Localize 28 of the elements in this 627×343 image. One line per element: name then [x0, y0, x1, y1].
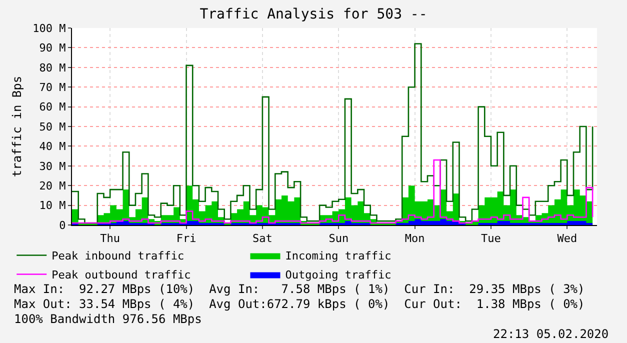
y-tick-label: 50 M: [39, 120, 66, 134]
y-tick-label: 30 M: [39, 160, 66, 173]
y-tick-label: 70 M: [39, 80, 66, 94]
y-tick-label: 90 M: [39, 42, 66, 55]
x-tick-label: Sat: [252, 232, 272, 246]
legend-label: Peak outbound traffic: [52, 268, 191, 282]
x-tick-label: Thu: [100, 232, 120, 246]
y-axis-title: traffic in Bps: [10, 76, 24, 178]
y-tick-label: 80 M: [39, 61, 66, 74]
text: 100% Bandwidth 976.56 MBps: [14, 312, 202, 326]
text: Max In: 92.27 MBps (10%) Avg In: 7.58 MBps ( 1%) Cur In: 29.35 MBps ( 3%): [14, 282, 585, 296]
y-tick-label: 60 M: [39, 100, 66, 114]
y-tick-label: 20 M: [39, 179, 66, 192]
legend-label: Incoming traffic: [285, 250, 392, 263]
y-tick-label: 100 M: [32, 22, 66, 35]
chart-title: Traffic Analysis for 503 --: [200, 6, 428, 22]
x-tick-label: Fri: [176, 232, 196, 246]
x-tick-label: Tue: [481, 232, 501, 246]
x-tick-label: Wed: [557, 232, 578, 246]
y-tick-label: 10 M: [39, 199, 66, 212]
legend-label: Outgoing traffic: [285, 268, 392, 282]
legend-label: Peak inbound traffic: [52, 250, 184, 263]
y-tick-label: 40 M: [39, 140, 66, 154]
text: 22:13 05.02.2020: [493, 327, 609, 341]
x-tick-label: Mon: [404, 232, 425, 246]
x-tick-label: Sun: [328, 232, 349, 246]
y-tick-label: 0: [59, 218, 66, 232]
text: Max Out: 33.54 MBps ( 4%) Avg Out:672.79 kBps ( 0%) Cur Out: 1.38 MBps ( 0%): [14, 297, 585, 311]
